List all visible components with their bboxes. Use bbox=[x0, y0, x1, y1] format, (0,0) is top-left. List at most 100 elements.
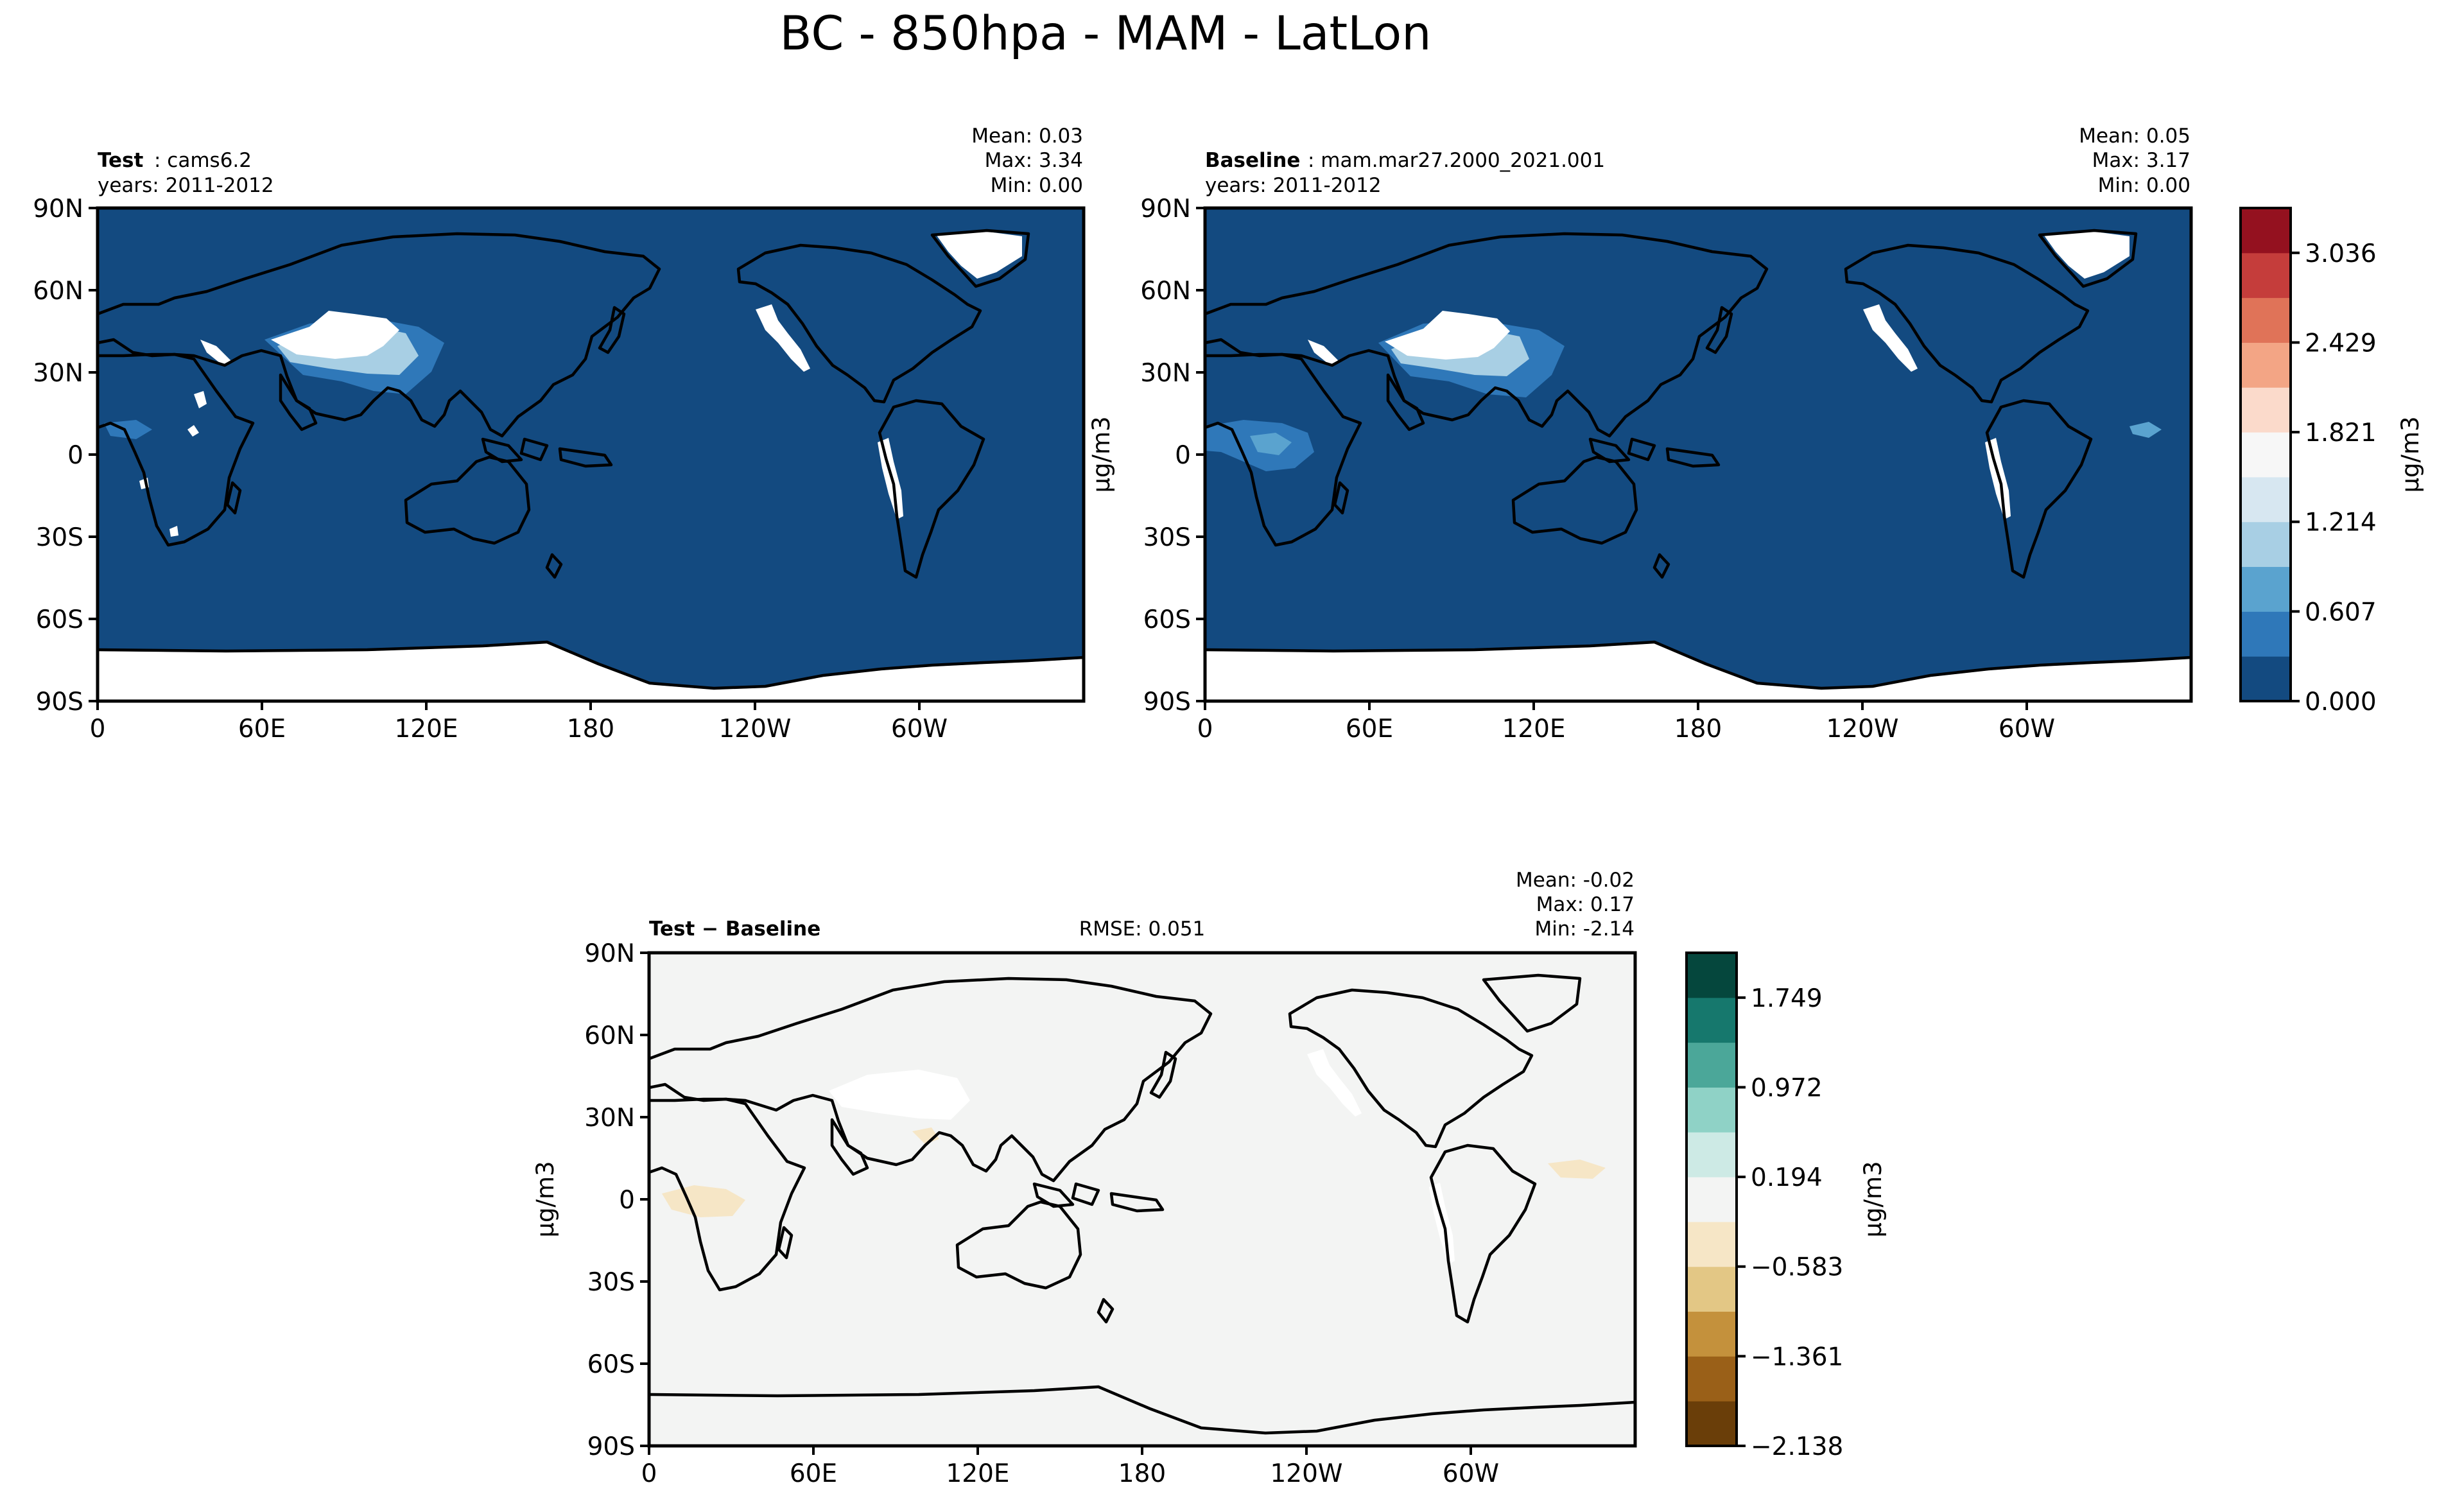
colorbar-top: 0.000 0.607 1.214 1.821 2.429 3.036 bbox=[2239, 207, 2377, 717]
colorbar-top-swatch bbox=[2241, 297, 2291, 343]
colorbar-top-tick-label: 0.000 bbox=[2305, 688, 2377, 717]
colorbar-bottom-tick-label: 1.749 bbox=[1751, 984, 1823, 1013]
test-field-rockies-blank bbox=[756, 304, 810, 372]
panel-test: Test : cams6.2 years: 2011-2012 Mean: 0.… bbox=[33, 125, 1086, 743]
diff-lon-tick-label: 60E bbox=[790, 1459, 837, 1488]
baseline-unit-label: μg/m3 bbox=[1088, 416, 1115, 492]
diff-lon-tick-label: 120W bbox=[1270, 1459, 1342, 1488]
test-field-andes-blank bbox=[878, 438, 903, 519]
baseline-field-rockies-blank bbox=[1863, 304, 1918, 372]
figure-title: BC - 850hpa - MAM - LatLon bbox=[780, 6, 1432, 61]
diff-unit-label: μg/m3 bbox=[532, 1161, 559, 1237]
baseline-field-atlantic-light bbox=[2129, 422, 2162, 438]
colorbar-bottom-swatch bbox=[1687, 1221, 1737, 1267]
colorbar-bottom-swatch bbox=[1687, 1087, 1737, 1133]
colorbar-top-swatch bbox=[2241, 387, 2291, 433]
test-field-africa-blank bbox=[139, 391, 207, 537]
diff-lon-tick-label: 180 bbox=[1118, 1459, 1166, 1488]
test-lon-tick-label: 0 bbox=[90, 715, 106, 743]
colorbar-top-tick-label: 2.429 bbox=[2305, 329, 2377, 358]
test-lat-tick-label: 0 bbox=[67, 441, 83, 470]
baseline-field-africa-light bbox=[1250, 433, 1292, 455]
baseline-lon-tick-label: 180 bbox=[1674, 715, 1722, 743]
baseline-stat-min: Min: 0.00 bbox=[2098, 174, 2190, 197]
diff-label-bold: Test − Baseline bbox=[649, 917, 820, 941]
panel-baseline: Baseline : mam.mar27.2000_2021.001 years… bbox=[1088, 125, 2193, 743]
baseline-lat-tick-label: 90S bbox=[1143, 688, 1191, 717]
colorbar-bottom-frame bbox=[1685, 952, 1738, 1447]
test-lat-tick-label: 60S bbox=[36, 605, 83, 634]
colorbar-bottom: −2.138 −1.361 −0.583 0.194 0.972 1.749 bbox=[1685, 952, 1843, 1461]
colorbar-top-tick-label: 1.214 bbox=[2305, 508, 2377, 537]
test-map-fields bbox=[98, 231, 1084, 701]
test-lon-tick-label: 120W bbox=[718, 715, 791, 743]
baseline-stat-max: Max: 3.17 bbox=[2092, 149, 2190, 172]
colorbar-bottom-tick-label: −2.138 bbox=[1751, 1432, 1843, 1461]
baseline-lon-tick-label: 60E bbox=[1346, 715, 1393, 743]
test-field-greenland-blank bbox=[935, 231, 1022, 279]
baseline-field-andes-blank bbox=[1985, 438, 2011, 519]
colorbar-bottom-unit-label: μg/m3 bbox=[1859, 1161, 1887, 1237]
colorbar-top-unit-label: μg/m3 bbox=[2397, 416, 2424, 492]
colorbar-bottom-swatch bbox=[1687, 1311, 1737, 1357]
colorbar-bottom-swatch bbox=[1687, 1177, 1737, 1222]
test-lon-tick-label: 120E bbox=[394, 715, 458, 743]
baseline-stat-mean: Mean: 0.05 bbox=[2079, 125, 2190, 148]
colorbar-bottom-swatch bbox=[1687, 953, 1737, 998]
test-field-tibet-blank bbox=[271, 311, 399, 359]
diff-lat-tick-label: 90S bbox=[587, 1432, 635, 1461]
diff-lon-tick-label: 0 bbox=[641, 1459, 657, 1488]
diff-field-andes-white bbox=[1429, 1183, 1455, 1264]
baseline-field-antarctica-blank bbox=[1205, 643, 2191, 701]
test-lat-tick-label: 30S bbox=[36, 523, 83, 552]
diff-field-rockies-white bbox=[1307, 1049, 1362, 1117]
diff-map bbox=[647, 951, 1637, 1448]
colorbar-top-swatch bbox=[2241, 476, 2291, 523]
colorbar-bottom-swatch bbox=[1687, 1042, 1737, 1088]
baseline-lon-tick-label: 60W bbox=[1999, 715, 2055, 743]
test-stat-min: Min: 0.00 bbox=[991, 174, 1083, 197]
test-lat-tick-label: 90S bbox=[36, 688, 83, 717]
colorbar-top-tick-label: 0.607 bbox=[2305, 598, 2377, 627]
colorbar-top-tick-label: 3.036 bbox=[2305, 239, 2377, 268]
baseline-lat-tick-label: 60N bbox=[1140, 277, 1191, 306]
diff-map-fields bbox=[662, 1049, 1606, 1264]
diff-stat-mean: Mean: -0.02 bbox=[1516, 869, 1635, 892]
test-map bbox=[96, 206, 1086, 703]
colorbar-top-swatch bbox=[2241, 566, 2291, 612]
colorbar-bottom-tick-label: −0.583 bbox=[1751, 1253, 1843, 1282]
baseline-lon-tick-label: 0 bbox=[1197, 715, 1213, 743]
diff-lat-tick-label: 30S bbox=[587, 1268, 635, 1297]
colorbar-top-swatch bbox=[2241, 342, 2291, 388]
colorbar-top-swatch bbox=[2241, 656, 2291, 702]
baseline-map-fields bbox=[1205, 231, 2191, 701]
colorbar-top-swatch bbox=[2241, 252, 2291, 299]
baseline-label-bold: Baseline bbox=[1205, 149, 1300, 172]
baseline-lat-tick-label: 90N bbox=[1140, 195, 1191, 223]
colorbar-bottom-swatch bbox=[1687, 997, 1737, 1043]
baseline-lat-tick-label: 30S bbox=[1143, 523, 1191, 552]
test-label-rest: : cams6.2 bbox=[154, 149, 252, 172]
colorbar-top-swatch bbox=[2241, 432, 2291, 478]
diff-rmse: RMSE: 0.051 bbox=[1079, 917, 1206, 941]
baseline-years: years: 2011-2012 bbox=[1205, 174, 1382, 197]
test-lat-tick-label: 90N bbox=[33, 195, 83, 223]
colorbar-bottom-swatch bbox=[1687, 1401, 1737, 1447]
baseline-label-rest: : mam.mar27.2000_2021.001 bbox=[1308, 149, 1605, 172]
diff-lon-tick-label: 60W bbox=[1443, 1459, 1499, 1488]
colorbar-top-swatch bbox=[2241, 611, 2291, 657]
baseline-lon-tick-label: 120E bbox=[1502, 715, 1565, 743]
test-lat-tick-label: 60N bbox=[33, 277, 83, 306]
diff-field-atlantic-tan bbox=[1548, 1160, 1606, 1179]
diff-field-asia-white bbox=[829, 1070, 970, 1120]
colorbar-bottom-tick-label: −1.361 bbox=[1751, 1343, 1843, 1371]
colorbar-bottom-swatch bbox=[1687, 1266, 1737, 1312]
colorbar-bottom-swatch bbox=[1687, 1132, 1737, 1177]
baseline-lon-tick-label: 120W bbox=[1826, 715, 1898, 743]
baseline-lat-tick-label: 0 bbox=[1175, 441, 1191, 470]
diff-stat-min: Min: -2.14 bbox=[1534, 917, 1635, 941]
